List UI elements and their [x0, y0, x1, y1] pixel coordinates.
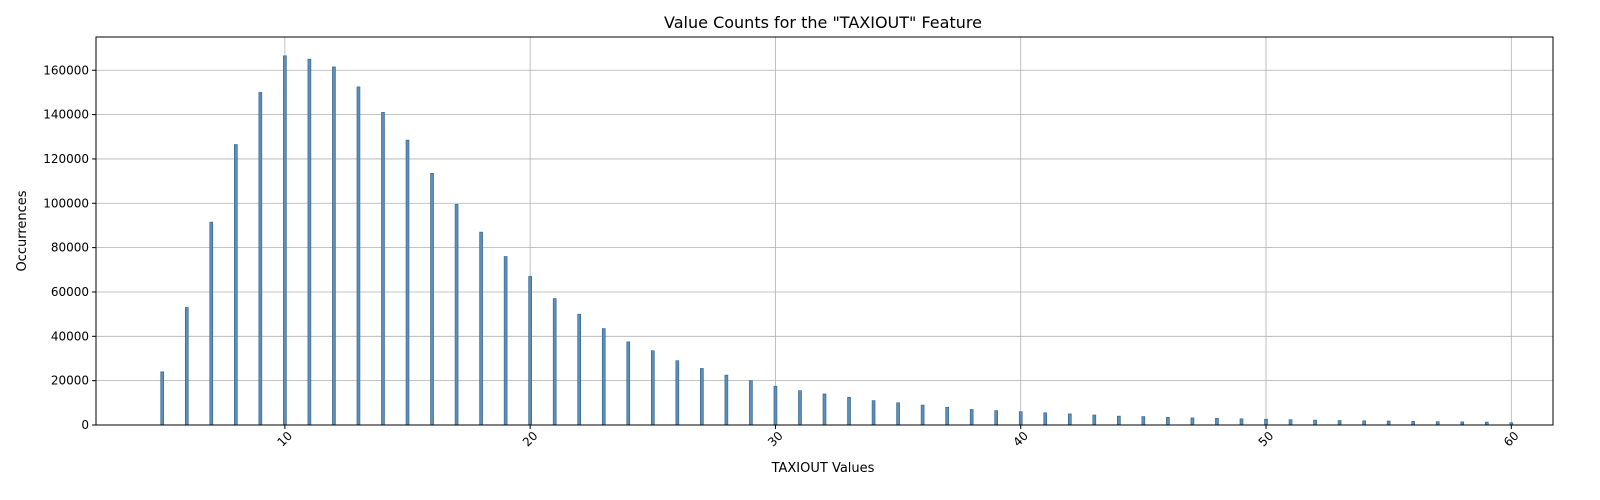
bar [994, 410, 999, 426]
bar [1166, 416, 1170, 426]
bar [700, 368, 704, 426]
bar [1313, 419, 1317, 426]
bar [234, 144, 238, 426]
bar [160, 371, 165, 426]
bar [601, 328, 606, 426]
bar [1362, 420, 1366, 426]
bar [258, 92, 263, 426]
bar [430, 173, 434, 426]
bar [847, 396, 851, 426]
bar-layer [160, 55, 1514, 426]
x-tick-label: 60 [1501, 429, 1522, 450]
grid-layer [96, 37, 1553, 426]
bar [650, 350, 655, 426]
bar [1043, 412, 1048, 426]
x-tick-label: 40 [1010, 429, 1031, 450]
bar [528, 276, 532, 426]
y-tick-label: 80000 [51, 241, 89, 255]
bar [1288, 419, 1293, 426]
y-tick-label: 0 [81, 418, 89, 432]
bar [896, 402, 900, 426]
bar [1386, 420, 1391, 426]
bar [1411, 421, 1415, 426]
x-tick-label: 20 [520, 429, 541, 450]
bar [945, 406, 949, 426]
bar [822, 393, 827, 426]
bar [1141, 416, 1146, 426]
bar [773, 385, 778, 426]
bar [332, 66, 336, 426]
bar [1264, 418, 1268, 426]
bar [307, 58, 312, 426]
y-tick-label: 100000 [43, 196, 89, 210]
bar [381, 112, 385, 426]
y-tick-label: 60000 [51, 285, 89, 299]
bar [283, 55, 287, 426]
bar [749, 380, 753, 426]
y-tick-label: 40000 [51, 329, 89, 343]
bar [503, 256, 508, 426]
bar [1018, 411, 1023, 426]
bar [798, 390, 802, 426]
y-tick-label: 140000 [43, 108, 89, 122]
y-axis-label: Occurrences [15, 190, 30, 271]
x-tick-label: 50 [1256, 429, 1277, 450]
y-tick-label: 20000 [51, 374, 89, 388]
bar [1117, 415, 1121, 426]
bar [405, 139, 410, 426]
bar [454, 204, 459, 426]
bar [920, 404, 925, 426]
chart-title: Value Counts for the "TAXIOUT" Feature [664, 13, 982, 32]
x-tick-label: 10 [275, 429, 296, 450]
bar [1067, 413, 1072, 426]
bar [969, 409, 974, 426]
bar [479, 231, 483, 426]
x-axis-label: TAXIOUT Values [771, 461, 875, 476]
bar [184, 307, 189, 426]
x-tick-label: 30 [765, 429, 786, 450]
bar [1215, 418, 1219, 426]
bar [675, 360, 680, 426]
bar [577, 313, 582, 426]
axis-layer: 0 20000 40000 60000 80000 100000 120000 140000 1… [43, 63, 1521, 449]
bar [1337, 420, 1342, 426]
bar [724, 374, 729, 426]
y-tick-label: 160000 [43, 63, 89, 77]
bar [209, 221, 214, 426]
bar [626, 341, 631, 426]
y-tick-label: 120000 [43, 152, 89, 166]
plot-frame [95, 36, 1554, 426]
bar [356, 86, 361, 426]
bar [1190, 417, 1195, 426]
bar [871, 400, 876, 426]
bar [552, 298, 557, 426]
bar [1092, 414, 1097, 426]
bar [1239, 418, 1244, 426]
